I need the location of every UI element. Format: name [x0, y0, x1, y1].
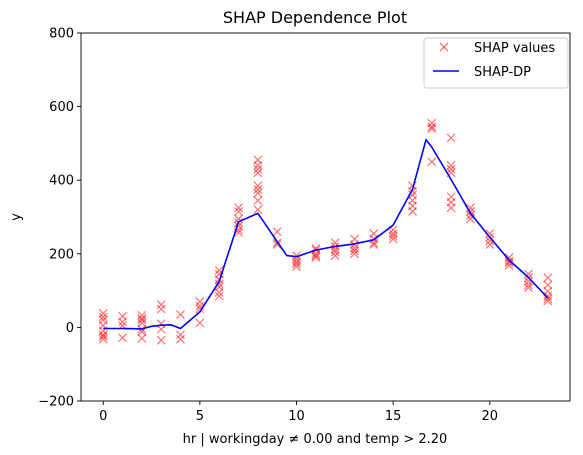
- shap-value-point: [98, 332, 108, 342]
- legend-label-shap-dp: SHAP-DP: [474, 65, 531, 80]
- shap-value-point: [446, 133, 456, 143]
- shap-value-point: [311, 251, 321, 261]
- shap-value-point: [524, 276, 533, 286]
- shap-value-point: [485, 240, 495, 250]
- shap-value-point: [156, 304, 166, 314]
- legend: SHAP values SHAP-DP: [423, 37, 569, 89]
- shap-value-point: [311, 253, 321, 262]
- shap-value-point: [253, 164, 263, 174]
- shap-value-point: [388, 231, 398, 241]
- shap-value-point: [330, 247, 340, 257]
- legend-marker-shap-values: [439, 42, 449, 52]
- shap-value-point: [234, 207, 243, 216]
- shap-value-point: [214, 288, 224, 297]
- shap-value-point: [466, 210, 475, 220]
- shap-value-point: [253, 181, 263, 191]
- shap-value-point: [234, 214, 243, 224]
- y-tick-label: 400: [49, 174, 74, 189]
- axis-ticks: 0 5 10 15 20 −200 0 200 400 600 800: [38, 27, 498, 425]
- shap-value-point: [253, 168, 263, 178]
- shap-value-point: [234, 203, 243, 213]
- shap-value-point: [272, 227, 282, 237]
- shap-value-point: [466, 203, 475, 213]
- x-tick-label: 20: [482, 409, 499, 424]
- shap-value-point: [98, 308, 108, 318]
- x-tick-label: 5: [196, 409, 204, 424]
- y-tick-label: 200: [49, 247, 74, 262]
- shap-value-point: [543, 273, 553, 283]
- shap-value-point: [330, 251, 340, 261]
- y-tick-label: 800: [49, 27, 74, 42]
- y-tick-label: 600: [49, 100, 74, 115]
- shap-value-point: [292, 262, 301, 272]
- shap-value-point: [118, 333, 127, 343]
- shap-value-point: [253, 184, 263, 194]
- shap-value-point: [253, 188, 263, 198]
- shap-value-point: [156, 324, 166, 334]
- legend-frame: [423, 37, 569, 89]
- y-tick-label: −200: [38, 395, 74, 410]
- shap-value-point: [543, 296, 553, 306]
- shap-value-point: [292, 259, 301, 269]
- shap-value-point: [427, 124, 437, 134]
- shap-value-point: [98, 312, 108, 322]
- shap-value-point: [137, 318, 147, 328]
- shap-value-point: [176, 334, 185, 344]
- shap-value-point: [388, 234, 398, 244]
- shap-value-point: [118, 317, 127, 327]
- chart-title: SHAP Dependence Plot: [223, 8, 407, 27]
- shap-value-point: [253, 161, 263, 170]
- shap-value-point: [292, 251, 301, 261]
- shap-value-point: [156, 335, 166, 345]
- y-tick-label: 0: [66, 321, 74, 336]
- shap-value-point: [176, 310, 185, 319]
- shap-value-point: [156, 300, 166, 310]
- shap-dp-line: [103, 138, 549, 330]
- shap-value-point: [195, 297, 205, 307]
- shap-value-point: [446, 203, 456, 213]
- x-tick-label: 15: [385, 409, 402, 424]
- plot-area: [80, 32, 571, 402]
- axes-frame: [80, 32, 571, 402]
- shap-value-point: [137, 315, 147, 325]
- shap-value-point: [272, 240, 282, 250]
- shap-value-point: [214, 291, 224, 301]
- shap-value-point: [98, 330, 108, 340]
- shap-value-point: [408, 207, 417, 216]
- shap-value-point: [98, 334, 108, 344]
- shap-value-point: [176, 330, 185, 340]
- shap-value-point: [195, 318, 205, 328]
- x-tick-label: 0: [99, 409, 107, 424]
- y-axis-label: y: [9, 213, 24, 221]
- shap-value-point: [446, 164, 456, 174]
- shap-value-point: [446, 161, 456, 170]
- x-tick-label: 10: [288, 409, 305, 424]
- shap-value-point: [350, 246, 359, 256]
- shap-value-point: [524, 269, 533, 279]
- shap-value-point: [253, 205, 263, 215]
- shap-value-point: [504, 258, 514, 268]
- shap-value-point: [485, 229, 495, 238]
- shap-value-point: [369, 240, 379, 250]
- shap-value-point: [427, 157, 437, 167]
- shap-value-point: [253, 196, 263, 205]
- shap-value-point: [137, 334, 147, 343]
- shap-value-point: [524, 280, 533, 290]
- shap-value-point: [350, 249, 359, 259]
- legend-label-shap-values: SHAP values: [474, 41, 555, 56]
- shap-value-point: [427, 122, 437, 132]
- shap-value-point: [543, 280, 553, 290]
- shap-value-point: [524, 283, 533, 293]
- x-axis-label: hr | workingday ≠ 0.00 and temp > 2.20: [183, 432, 448, 447]
- shap-value-point: [485, 236, 495, 246]
